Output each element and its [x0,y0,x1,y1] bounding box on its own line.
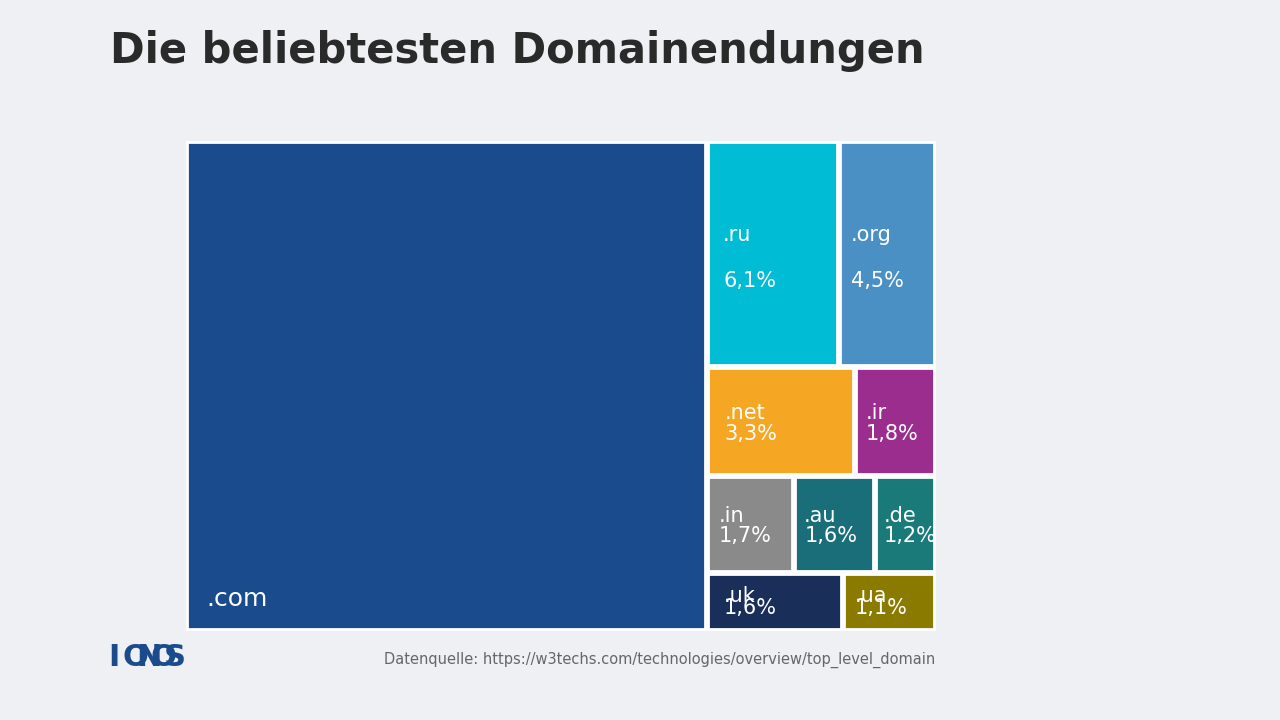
Text: .net: .net [724,402,765,423]
Text: 1,8%: 1,8% [865,425,918,444]
Bar [795,477,873,571]
Bar [708,369,852,474]
Bar [187,142,705,629]
Text: .org: .org [851,225,892,246]
Text: .uk: .uk [723,587,755,606]
Text: 3,3%: 3,3% [724,425,777,444]
Text: N: N [136,643,161,672]
Text: 1,1%: 1,1% [854,598,908,618]
Text: S: S [164,643,186,672]
Text: 1,6%: 1,6% [804,526,858,546]
Text: .au: .au [804,506,837,526]
Bar [844,574,933,629]
Bar [856,369,933,474]
Bar [840,142,933,365]
Text: .ir: .ir [865,402,887,423]
Text: 1,6%: 1,6% [723,598,777,618]
Bar [708,142,837,365]
Bar [708,477,791,571]
Text: .ua: .ua [854,587,887,606]
Text: 6,1%: 6,1% [723,271,776,291]
Bar [708,574,841,629]
Text: O: O [150,643,175,672]
Text: .in: .in [718,506,744,526]
Text: .com: .com [206,587,268,611]
Text: I: I [108,643,119,672]
Text: 4,5%: 4,5% [851,271,904,291]
Text: Datenquelle: https://w3techs.com/technologies/overview/top_level_domain: Datenquelle: https://w3techs.com/technol… [384,652,934,668]
Text: .ru: .ru [723,225,751,246]
Text: .de: .de [883,506,916,526]
Bar [876,477,933,571]
Text: O: O [122,643,148,672]
Text: 1,7%: 1,7% [718,526,772,546]
Text: Die beliebtesten Domainendungen: Die beliebtesten Domainendungen [110,30,924,72]
Text: 1,2%: 1,2% [883,526,936,546]
